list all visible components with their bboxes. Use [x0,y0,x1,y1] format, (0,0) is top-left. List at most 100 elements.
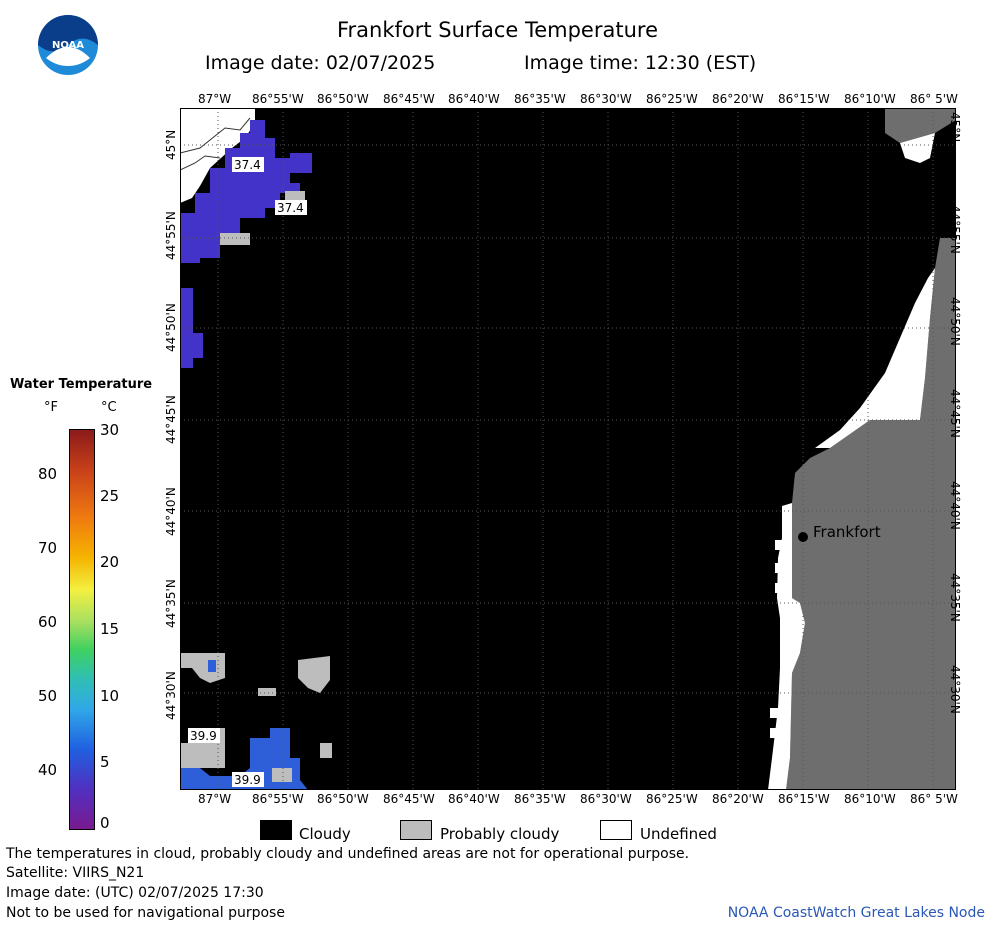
legend-label-cloudy: Cloudy [299,825,351,843]
lat-tick: 44°55'N [164,211,178,260]
colorbar-f-tick: 80 [38,465,58,483]
footer-utc-date: Image date: (UTC) 02/07/2025 17:30 [6,885,264,901]
probably-cloudy-sw2 [298,656,330,693]
lon-tick: 86°25'W [646,792,698,806]
undefined-area-ne [900,133,935,163]
lon-tick: 86°20'W [712,792,764,806]
lon-tick: 86°40'W [448,792,500,806]
lat-tick: 44°55'N [948,205,962,254]
lat-tick: 45°N [164,129,178,160]
lat-tick: 44°30'N [948,665,962,714]
colorbar-unit-c: °C [101,400,117,415]
lat-tick: 44°40'N [948,481,962,530]
water-temp-pixel [208,660,216,672]
colorbar-f-tick: 60 [38,613,58,631]
undefined-pixel [770,728,780,738]
lat-tick: 45°N [948,112,962,143]
legend-swatch-probably-cloudy [400,820,432,840]
temp-label: 37.4 [234,158,261,172]
lat-tick: 44°35'N [948,573,962,622]
lat-tick: 44°35'N [164,579,178,628]
lat-tick: 44°40'N [164,487,178,536]
temp-label: 39.9 [234,773,261,787]
temp-label: 39.9 [190,729,217,743]
legend-swatch-undefined [600,820,632,840]
footer-note: The temperatures in cloud, probably clou… [6,846,690,862]
colorbar-unit-f: °F [44,400,58,415]
lon-tick: 86°50'W [317,792,369,806]
lon-tick: 87°W [198,792,232,806]
undefined-pixel [775,583,785,593]
graticule [180,108,956,790]
shoreline-nw [180,117,251,154]
lon-tick: 86°20'W [712,92,764,106]
footer-credit: NOAA CoastWatch Great Lakes Node [727,905,985,921]
map-frame [180,108,956,790]
lon-tick: 86°55'W [252,92,304,106]
colorbar-f-tick: 50 [38,687,58,705]
undefined-pixel [775,540,785,550]
lon-tick: 86°45'W [383,792,435,806]
frankfort-marker-icon [798,532,808,542]
lon-tick: 86°35'W [514,92,566,106]
temp-label: 37.4 [277,201,304,215]
colorbar-c-tick: 10 [100,687,120,705]
noaa-logo-text: NOAA [52,40,84,51]
undefined-pixel [770,708,780,718]
image-date: Image date: 02/07/2025 [205,52,436,74]
temperature-map: 37.4 37.4 39.9 39.9 Frankfort [180,108,956,790]
colorbar-c-tick: 5 [100,753,110,771]
lon-tick: 86°55'W [252,792,304,806]
land-ne [885,108,956,143]
probably-cloudy-pixel [258,688,276,696]
lon-tick: 86°45'W [383,92,435,106]
lon-tick: 87°W [198,92,232,106]
lon-tick: 86°15'W [778,92,830,106]
colorbar-f-tick: 40 [38,761,58,779]
colorbar-title: Water Temperature [10,377,153,392]
footer-nav-warning: Not to be used for navigational purpose [6,905,285,921]
lat-tick: 44°50'N [948,297,962,346]
water-temp-strip [180,288,193,368]
image-time: Image time: 12:30 (EST) [524,52,757,74]
lon-tick: 86°35'W [514,792,566,806]
colorbar-c-tick: 25 [100,487,120,505]
colorbar [69,429,95,830]
legend-label-probably-cloudy: Probably cloudy [440,825,560,843]
lon-tick: 86° 5'W [910,792,958,806]
land-east [786,238,956,790]
legend-swatch-cloudy [260,820,292,840]
lat-tick: 44°45'N [164,395,178,444]
water-temp-strip2 [193,333,203,358]
colorbar-f-tick: 70 [38,539,58,557]
noaa-logo: NOAA [38,15,98,75]
shoreline-nw2 [180,155,221,171]
probably-cloudy-pixel [320,743,332,758]
colorbar-c-tick: 30 [100,421,120,439]
lon-tick: 86°10'W [844,92,896,106]
undefined-pixel [775,563,785,573]
footer-satellite: Satellite: VIIRS_N21 [6,865,145,881]
lon-tick: 86°50'W [317,92,369,106]
lon-tick: 86°30'W [580,792,632,806]
probably-cloudy-pixel [272,768,292,782]
water-temp-patch [290,153,312,173]
lon-tick: 86°25'W [646,92,698,106]
lon-tick: 86°30'W [580,92,632,106]
colorbar-c-tick: 0 [100,814,110,832]
lat-tick: 44°30'N [164,671,178,720]
water-temp-region-nw [180,120,300,263]
lon-tick: 86°40'W [448,92,500,106]
lat-tick: 44°45'N [948,389,962,438]
lon-tick: 86° 5'W [910,92,958,106]
lat-tick: 44°50'N [164,303,178,352]
legend-label-undefined: Undefined [640,825,717,843]
colorbar-c-tick: 15 [100,620,120,638]
lon-tick: 86°10'W [844,792,896,806]
place-label: Frankfort [813,523,881,541]
undefined-shore-east [815,268,935,448]
lon-tick: 86°15'W [778,792,830,806]
colorbar-c-tick: 20 [100,553,120,571]
undefined-area-nw [180,108,255,203]
probably-cloudy-nw [220,233,250,245]
